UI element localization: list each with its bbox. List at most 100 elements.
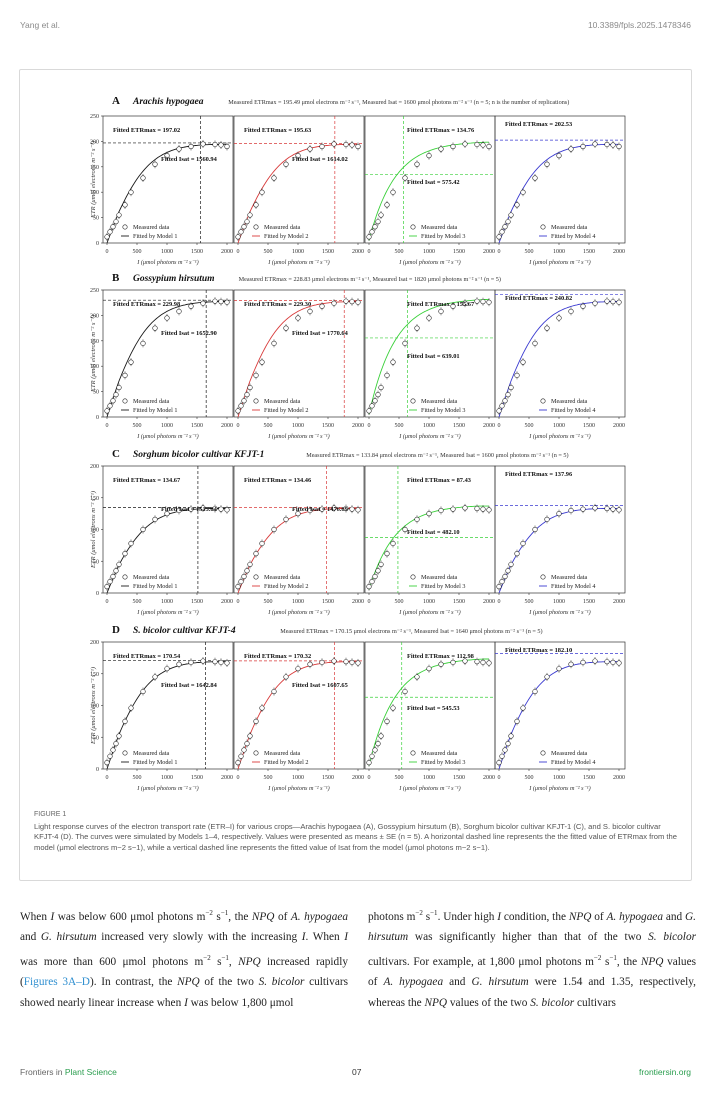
measured-point-B1-10 [176,308,182,314]
x-tick-C1-4: 2000 [221,599,233,605]
y-tick-C-3: 150 [90,496,99,502]
footer-journal-name: Plant Science [64,1067,117,1077]
fitted-isat-label-A1: Fitted Isat = 1560.94 [161,156,218,163]
fitted-etrmax-label-D2: Fitted ETRmax = 170.32 [244,653,311,660]
measured-point-B2-3 [244,392,250,398]
measured-point-A1-6 [128,189,134,195]
panel-frame-A4 [494,115,626,244]
figure-link[interactable]: Figures 3A–D [23,976,90,989]
legend-measured-marker-D1 [122,750,128,756]
legend-measured-marker-C3 [410,574,416,580]
measured-point-C4-3 [505,568,511,574]
measured-point-D4-8 [544,674,550,680]
fitted-curve-B3 [368,298,490,415]
x-axis-label-B1: I (μmol photons m⁻² s⁻¹) [136,433,198,440]
measured-point-A2-2 [241,224,247,230]
panel-frame-A2 [233,115,365,244]
measured-point-D2-2 [241,747,247,753]
measured-point-A3-0 [366,234,372,240]
measured-point-A2-15 [355,143,361,150]
measured-point-A4-15 [616,143,622,150]
legend-measured-label-A1: Measured data [133,224,170,231]
panel-label-A: A [112,95,120,107]
x-tick-A2-4: 2000 [352,249,364,255]
measured-point-D4-4 [508,733,514,739]
x-tick-A2-3: 1500 [322,249,334,255]
footer-site-link[interactable]: frontiersin.org [639,1067,691,1077]
x-tick-B4-4: 2000 [613,423,625,429]
x-axis-label-A4: I (μmol photons m⁻² s⁻¹) [528,259,590,266]
measured-point-D4-2 [502,747,508,753]
measured-point-D2-15 [355,660,361,666]
measured-point-B4-6 [520,359,526,365]
measured-point-C4-8 [544,516,550,522]
measured-point-C2-8 [283,516,289,522]
measured-point-B4-1 [499,403,505,409]
y-tick-A-2: 100 [90,190,99,196]
measured-point-D3-0 [366,760,372,766]
measured-point-B1-5 [122,372,128,378]
measured-point-D4-1 [499,753,505,759]
fitted-isat-label-B1: Fitted Isat = 1652.90 [161,330,217,337]
measured-point-B1-15 [224,299,230,305]
measured-point-C1-14 [218,506,224,512]
measured-point-A2-3 [244,219,250,225]
measured-point-A2-7 [271,175,277,181]
measured-point-C1-0 [104,584,110,590]
measured-point-B1-9 [164,315,170,321]
measured-point-B3-14 [480,299,486,305]
measured-point-D1-3 [113,740,119,747]
measured-point-B4-4 [508,384,514,391]
measured-point-A2-1 [238,229,244,235]
measured-point-D4-3 [505,740,511,747]
y-tick-D-1: 50 [93,735,99,741]
measured-point-A3-6 [390,189,396,195]
measured-point-B3-15 [486,299,492,305]
footer-journal[interactable]: Frontiers in Plant Science [20,1067,117,1077]
measured-point-D3-13 [474,659,480,665]
measured-point-C3-14 [480,506,486,512]
measured-point-C3-11 [450,506,456,512]
x-tick-A4-3: 1500 [583,249,595,255]
measured-point-C3-8 [414,516,420,522]
measured-point-A1-3 [113,219,119,225]
y-axis-label-C: ETR (μmol electrons m⁻² s⁻¹) [90,491,97,569]
y-tick-B-1: 50 [93,390,99,396]
measured-point-C3-5 [384,551,390,557]
legend-measured-label-A3: Measured data [421,224,458,231]
measured-point-C1-7 [140,526,146,533]
measured-point-A2-12 [331,141,337,147]
measured-point-B3-0 [366,408,372,414]
legend-measured-marker-B2 [253,398,259,404]
measured-point-D1-2 [110,747,116,753]
measured-point-A1-5 [122,202,128,208]
measured-point-B2-0 [235,408,241,414]
running-header-doi[interactable]: 10.3389/fpls.2025.1478346 [587,20,691,30]
panel-frame-A1 [102,115,234,244]
x-tick-C3-2: 1000 [423,599,435,605]
measured-point-D1-14 [218,659,224,665]
panel-subtitle-D: Measured ETRmax = 170.15 μmol electrons … [280,628,542,635]
y-axis-label-B: ETR (μmol electrons m⁻² s⁻¹) [90,315,97,393]
measured-point-D1-5 [122,718,128,724]
measured-point-D3-4 [378,733,384,739]
measured-point-C1-10 [176,507,182,514]
measured-point-C3-12 [462,505,468,511]
y-tick-B-0: 0 [96,415,99,421]
measured-point-C4-12 [592,505,598,511]
x-tick-D3-2: 1000 [423,775,435,781]
measured-point-C3-10 [438,507,444,514]
y-tick-D-0: 0 [96,767,99,773]
measured-point-A4-12 [592,141,598,147]
measured-point-B3-7 [402,340,408,346]
measured-point-C2-4 [247,561,253,568]
x-tick-B2-4: 2000 [352,423,364,429]
measured-point-B1-12 [200,300,206,306]
legend-model-label-D2: Fitted by Model 2 [264,759,309,766]
measured-point-A4-5 [514,202,520,208]
fitted-isat-label-C3: Fitted Isat = 482.10 [407,529,460,536]
legend-measured-marker-C1 [122,574,128,580]
measured-point-B1-1 [107,403,113,409]
fitted-isat-label-C1: Fitted Isat = 1515.04 [161,506,218,513]
measured-point-C1-3 [113,568,119,574]
